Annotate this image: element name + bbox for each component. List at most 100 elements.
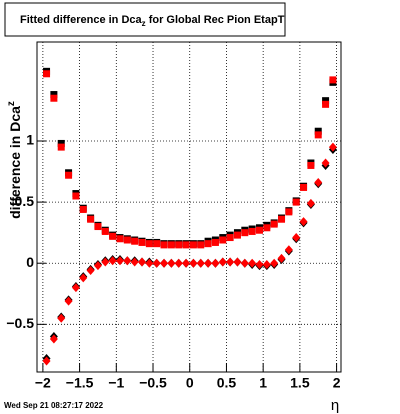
point — [278, 215, 286, 223]
x-tick-label: 2 — [333, 375, 341, 391]
point — [322, 100, 330, 108]
x-tick-label: 0 — [186, 375, 194, 391]
point — [123, 256, 132, 266]
point — [299, 217, 308, 227]
x-tick-label: 1 — [259, 375, 267, 391]
x-tick-label: −2 — [35, 375, 51, 391]
y-tick-label: −0.5 — [6, 315, 34, 331]
point — [145, 240, 153, 248]
point — [189, 241, 197, 249]
point — [307, 161, 315, 169]
point — [109, 232, 117, 240]
point — [138, 257, 147, 267]
y-tick-label: 0.5 — [15, 193, 35, 209]
point — [43, 70, 51, 78]
point — [152, 258, 161, 268]
point — [87, 215, 95, 223]
point — [204, 258, 213, 268]
point — [255, 259, 264, 269]
plot-frame — [37, 42, 341, 372]
x-axis-label: η — [331, 397, 339, 414]
title-box — [4, 2, 286, 37]
point — [292, 198, 300, 206]
point — [189, 258, 198, 268]
point — [50, 94, 58, 102]
title-sub: z — [142, 19, 146, 28]
point — [174, 258, 183, 268]
point — [131, 237, 139, 245]
point — [322, 97, 330, 105]
point — [115, 256, 124, 266]
point — [138, 238, 146, 246]
point — [277, 253, 286, 263]
point — [233, 257, 242, 267]
point — [314, 131, 322, 139]
point — [241, 229, 249, 237]
point — [306, 198, 315, 208]
point — [196, 258, 205, 268]
y-label-main: difference in Dca — [7, 106, 23, 219]
y-tick-label: 1 — [26, 132, 34, 148]
point — [211, 258, 220, 268]
point — [263, 224, 271, 232]
x-tick-label: −0.5 — [139, 375, 167, 391]
point — [175, 241, 183, 249]
point — [145, 258, 154, 268]
point — [72, 192, 80, 200]
point — [270, 220, 278, 228]
point — [240, 258, 249, 268]
x-tick-label: 1.5 — [290, 375, 310, 391]
point — [160, 258, 169, 268]
point — [262, 259, 271, 269]
point — [248, 227, 256, 235]
footer-date: Wed Sep 21 08:27:17 2022 — [4, 401, 104, 410]
point — [285, 208, 293, 216]
x-tick-label: −1.5 — [66, 375, 94, 391]
point — [292, 233, 301, 243]
point — [101, 257, 110, 267]
point — [50, 91, 58, 99]
point — [86, 266, 95, 276]
point — [57, 143, 65, 151]
point — [182, 258, 191, 268]
point — [321, 158, 330, 168]
point — [101, 227, 109, 235]
y-label-sub: z — [6, 101, 17, 106]
chart-title: Fitted difference in Dcaz for Global Rec… — [20, 14, 285, 28]
y-tick-label: 0 — [26, 254, 34, 270]
point — [79, 273, 88, 283]
point — [226, 234, 234, 242]
x-tick-label: 0.5 — [217, 375, 237, 391]
point — [233, 231, 241, 239]
point — [182, 241, 190, 249]
point — [219, 236, 227, 244]
point — [123, 236, 131, 244]
point — [116, 235, 124, 243]
point — [255, 226, 263, 234]
point — [93, 261, 102, 271]
point — [314, 178, 323, 188]
point — [329, 76, 337, 84]
point — [270, 258, 279, 268]
point — [204, 240, 212, 248]
point — [328, 142, 337, 152]
point — [108, 256, 117, 266]
point — [197, 241, 205, 249]
point — [94, 223, 102, 231]
point — [79, 205, 87, 213]
point — [71, 283, 80, 293]
point — [167, 258, 176, 268]
point — [64, 296, 73, 306]
point — [226, 257, 235, 267]
point — [218, 257, 227, 267]
y-axis-label: difference in Dcaz — [6, 101, 23, 219]
point — [284, 245, 293, 255]
point — [211, 238, 219, 246]
point — [153, 240, 161, 248]
point — [65, 171, 73, 179]
point — [42, 356, 51, 366]
point — [57, 139, 65, 147]
title-main: Fitted difference in Dca — [20, 14, 143, 26]
point — [57, 313, 66, 323]
